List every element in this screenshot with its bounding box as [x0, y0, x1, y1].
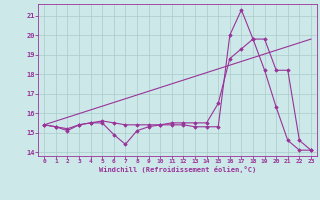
X-axis label: Windchill (Refroidissement éolien,°C): Windchill (Refroidissement éolien,°C) — [99, 166, 256, 173]
